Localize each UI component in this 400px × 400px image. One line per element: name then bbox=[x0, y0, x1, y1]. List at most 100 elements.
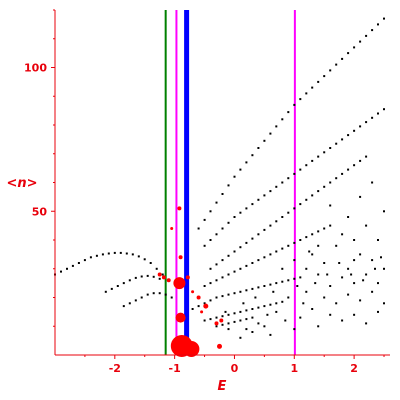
data-point bbox=[164, 293, 167, 296]
data-point bbox=[353, 313, 356, 316]
highlight-point bbox=[185, 275, 190, 280]
data-point bbox=[323, 296, 326, 299]
data-point bbox=[233, 250, 236, 253]
data-point bbox=[60, 270, 62, 273]
data-point bbox=[215, 296, 218, 299]
data-point bbox=[335, 302, 338, 305]
data-point bbox=[269, 333, 272, 336]
data-point bbox=[341, 138, 344, 141]
data-point bbox=[272, 290, 275, 293]
data-point bbox=[365, 224, 368, 227]
data-point bbox=[257, 259, 260, 262]
data-point bbox=[353, 129, 356, 132]
data-point bbox=[329, 224, 332, 227]
data-point bbox=[383, 267, 385, 270]
data-point bbox=[323, 227, 326, 230]
data-point bbox=[257, 198, 260, 201]
data-point bbox=[215, 316, 218, 319]
data-point bbox=[203, 319, 206, 322]
data-point bbox=[209, 282, 212, 285]
data-point bbox=[251, 308, 254, 310]
data-point bbox=[359, 299, 362, 302]
data-point bbox=[221, 323, 224, 326]
data-point bbox=[263, 285, 266, 287]
data-point bbox=[203, 244, 206, 247]
data-point bbox=[377, 112, 379, 115]
data-point bbox=[329, 285, 332, 287]
data-point bbox=[275, 220, 278, 223]
data-point bbox=[314, 282, 317, 285]
data-point bbox=[203, 218, 206, 221]
data-point bbox=[287, 177, 290, 180]
data-point bbox=[221, 227, 224, 230]
data-point bbox=[383, 302, 385, 305]
highlight-point bbox=[177, 206, 182, 211]
data-point bbox=[317, 273, 320, 276]
data-point bbox=[275, 310, 278, 313]
data-point bbox=[365, 121, 368, 124]
data-point bbox=[338, 262, 341, 264]
data-point bbox=[203, 302, 206, 305]
highlight-point bbox=[175, 312, 186, 323]
data-point bbox=[245, 264, 248, 267]
highlight-point bbox=[166, 278, 171, 283]
data-point bbox=[281, 216, 284, 218]
data-point bbox=[233, 320, 236, 323]
y-tick-label: 50 bbox=[32, 205, 48, 218]
data-point bbox=[239, 319, 242, 322]
data-point bbox=[353, 282, 356, 285]
y-tick-label: 100 bbox=[24, 62, 47, 75]
data-point bbox=[371, 259, 374, 262]
data-point bbox=[152, 292, 155, 295]
data-point bbox=[110, 287, 113, 290]
data-point bbox=[371, 181, 374, 184]
data-point bbox=[311, 194, 314, 197]
data-point bbox=[293, 207, 296, 210]
data-point bbox=[239, 168, 242, 171]
data-point bbox=[359, 159, 362, 162]
data-point bbox=[161, 273, 164, 276]
data-point bbox=[275, 282, 278, 285]
data-point bbox=[311, 159, 314, 162]
data-point bbox=[128, 302, 131, 305]
highlight-point bbox=[191, 290, 195, 294]
data-point bbox=[131, 253, 134, 256]
highlight-point bbox=[157, 272, 162, 277]
data-point bbox=[263, 194, 266, 197]
data-point bbox=[233, 216, 236, 218]
data-point bbox=[311, 253, 314, 256]
data-point bbox=[209, 267, 212, 270]
data-point bbox=[323, 185, 326, 188]
data-point bbox=[239, 211, 242, 214]
data-point bbox=[134, 299, 137, 302]
x-axis-title: E bbox=[218, 379, 227, 394]
data-point bbox=[365, 322, 368, 325]
data-point bbox=[134, 276, 137, 279]
data-point bbox=[275, 185, 278, 188]
data-point bbox=[359, 253, 362, 256]
data-point bbox=[383, 17, 385, 20]
data-point bbox=[119, 251, 122, 254]
data-point bbox=[251, 262, 254, 264]
data-point bbox=[293, 277, 296, 280]
data-point bbox=[269, 303, 272, 306]
data-point bbox=[233, 175, 236, 178]
data-point bbox=[122, 282, 125, 285]
data-point bbox=[155, 267, 158, 270]
data-point bbox=[95, 254, 98, 257]
highlight-point bbox=[161, 275, 166, 280]
data-point bbox=[257, 306, 260, 309]
data-point bbox=[359, 40, 362, 43]
data-point bbox=[221, 315, 224, 318]
data-point bbox=[299, 168, 302, 171]
data-point bbox=[341, 276, 344, 279]
y-axis-title: <n> bbox=[6, 176, 37, 191]
data-point bbox=[140, 275, 143, 278]
data-point bbox=[239, 290, 242, 293]
data-point bbox=[209, 318, 212, 321]
data-point bbox=[89, 256, 92, 259]
data-point bbox=[239, 336, 242, 339]
data-point bbox=[305, 164, 308, 167]
data-point bbox=[233, 312, 236, 315]
data-point bbox=[227, 221, 230, 224]
